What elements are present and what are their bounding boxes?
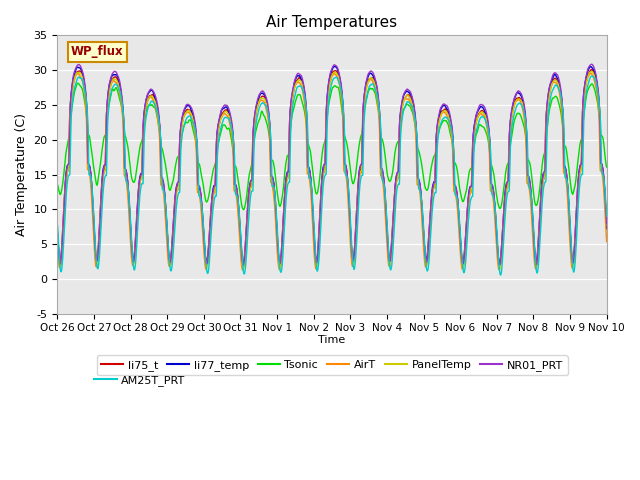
- Title: Air Temperatures: Air Temperatures: [266, 15, 397, 30]
- AirT: [54, 248, 61, 254]
- Tsonic: [74, 80, 82, 86]
- Y-axis label: Air Temperature (C): Air Temperature (C): [15, 113, 28, 236]
- Tsonic: [580, 112, 588, 118]
- li75_t: [573, 209, 580, 215]
- li75_t: [314, 259, 321, 265]
- Line: PanelTemp: PanelTemp: [58, 72, 607, 268]
- li75_t: [240, 264, 248, 269]
- li77_temp: [240, 257, 248, 263]
- AirT: [455, 230, 463, 236]
- li77_temp: [495, 261, 503, 266]
- li75_t: [588, 67, 595, 72]
- Line: Tsonic: Tsonic: [58, 83, 607, 210]
- AM25T_PRT: [603, 213, 611, 219]
- NR01_PRT: [603, 221, 611, 227]
- X-axis label: Time: Time: [319, 335, 346, 345]
- AM25T_PRT: [314, 268, 321, 274]
- Tsonic: [314, 190, 321, 195]
- PanelTemp: [496, 265, 504, 271]
- AirT: [580, 96, 588, 101]
- Line: li77_temp: li77_temp: [58, 66, 607, 264]
- AirT: [573, 196, 580, 202]
- li75_t: [455, 214, 463, 220]
- AirT: [314, 255, 321, 261]
- NR01_PRT: [588, 61, 596, 67]
- li77_temp: [330, 63, 338, 69]
- PanelTemp: [54, 232, 61, 238]
- Text: WP_flux: WP_flux: [71, 45, 124, 58]
- Line: li75_t: li75_t: [58, 70, 607, 266]
- AM25T_PRT: [54, 222, 61, 228]
- Tsonic: [455, 181, 463, 187]
- AM25T_PRT: [240, 271, 248, 276]
- AirT: [470, 126, 478, 132]
- Line: NR01_PRT: NR01_PRT: [58, 64, 607, 265]
- li77_temp: [455, 216, 463, 222]
- AirT: [74, 71, 82, 76]
- li75_t: [470, 129, 478, 134]
- li75_t: [54, 229, 61, 235]
- AM25T_PRT: [580, 120, 588, 126]
- Tsonic: [470, 140, 478, 146]
- li77_temp: [314, 253, 321, 259]
- PanelTemp: [580, 101, 588, 107]
- NR01_PRT: [573, 202, 580, 208]
- AM25T_PRT: [470, 143, 478, 149]
- Line: AirT: AirT: [58, 73, 607, 270]
- PanelTemp: [588, 69, 596, 74]
- Line: AM25T_PRT: AM25T_PRT: [58, 76, 607, 275]
- PanelTemp: [455, 214, 463, 220]
- AirT: [241, 258, 248, 264]
- PanelTemp: [314, 261, 321, 267]
- PanelTemp: [603, 222, 611, 228]
- AM25T_PRT: [455, 210, 463, 216]
- NR01_PRT: [54, 232, 61, 238]
- Tsonic: [603, 164, 611, 170]
- PanelTemp: [573, 210, 580, 216]
- PanelTemp: [240, 264, 248, 270]
- NR01_PRT: [455, 215, 463, 221]
- li77_temp: [580, 90, 588, 96]
- AM25T_PRT: [588, 73, 596, 79]
- li75_t: [580, 100, 588, 106]
- Tsonic: [573, 168, 580, 173]
- Tsonic: [241, 206, 248, 212]
- PanelTemp: [470, 131, 478, 136]
- Tsonic: [54, 181, 61, 187]
- li77_temp: [54, 234, 61, 240]
- AM25T_PRT: [497, 272, 504, 278]
- li75_t: [240, 262, 248, 268]
- NR01_PRT: [314, 256, 321, 262]
- AirT: [239, 267, 246, 273]
- NR01_PRT: [470, 122, 478, 128]
- AM25T_PRT: [573, 230, 580, 236]
- li75_t: [603, 221, 611, 227]
- li77_temp: [573, 195, 580, 201]
- NR01_PRT: [240, 259, 248, 264]
- NR01_PRT: [580, 92, 588, 98]
- Legend: AM25T_PRT: AM25T_PRT: [90, 371, 189, 391]
- AirT: [603, 239, 611, 244]
- li77_temp: [603, 226, 611, 232]
- NR01_PRT: [239, 263, 247, 268]
- li77_temp: [470, 121, 478, 127]
- Tsonic: [240, 207, 248, 213]
